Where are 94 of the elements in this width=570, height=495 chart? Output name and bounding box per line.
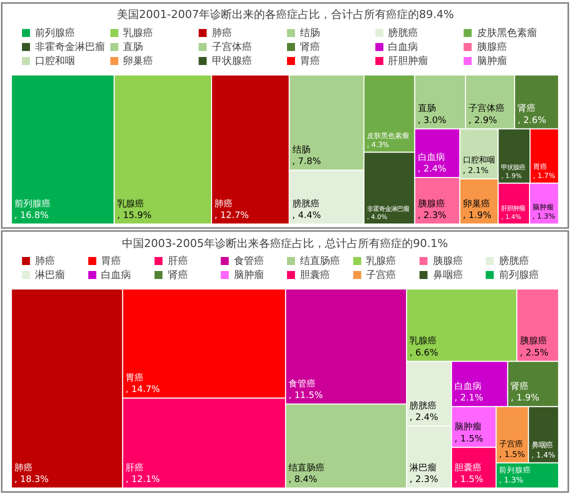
- category-label: 胆囊癌: [300, 270, 330, 281]
- category-label: 子宫体癌: [212, 42, 252, 53]
- category-label: 胰腺癌: [418, 198, 445, 210]
- category-label: 脑肿瘤: [477, 56, 507, 67]
- category-label: 肝癌: [126, 462, 144, 474]
- category-label: 甲状腺癌: [212, 56, 252, 67]
- data-label: , 1.4%: [531, 450, 556, 460]
- data-label: , 2.4%: [418, 164, 447, 174]
- category-label: 白血病: [454, 380, 482, 392]
- category-label: 膀胱癌: [388, 28, 418, 39]
- category-label: 肺癌: [212, 28, 232, 39]
- category-label: 淋巴瘤: [35, 270, 65, 281]
- category-label: 肾癌: [300, 42, 320, 53]
- category-label: 口腔和咽: [35, 56, 75, 67]
- category-label: 直肠: [418, 103, 436, 114]
- category-label: 乳腺癌: [117, 198, 144, 210]
- category-label: 卵巢癌: [123, 56, 153, 67]
- category-label: 食管癌: [234, 256, 264, 267]
- category-label: 子宫体癌: [468, 103, 505, 114]
- data-label: , 12.7%: [214, 211, 250, 221]
- data-label: , 15.9%: [117, 211, 152, 221]
- category-label: 脑肿瘤: [234, 270, 264, 281]
- category-label: 口腔和咽: [462, 154, 495, 165]
- data-label: , 12.1%: [126, 475, 160, 485]
- data-label: , 4.4%: [292, 211, 322, 221]
- data-label: , 2.4%: [410, 413, 439, 424]
- category-label: 前列腺癌: [499, 270, 539, 281]
- data-label: , 1.9%: [462, 211, 492, 221]
- category-label: 膀胱癌: [292, 198, 320, 210]
- category-label: 乳腺癌: [410, 336, 437, 347]
- category-label: 白血病: [418, 152, 445, 163]
- category-label: 非霍奇金淋巴瘤: [35, 42, 105, 53]
- category-label: 白血病: [388, 42, 418, 53]
- data-label: , 1.9%: [510, 394, 540, 404]
- category-label: 皮肤黑色素瘤: [477, 28, 537, 39]
- category-label: 前列腺癌: [499, 466, 532, 475]
- category-label: 前列腺癌: [35, 28, 75, 39]
- category-label: 胃癌: [126, 372, 144, 384]
- category-label: 肾癌: [168, 270, 188, 281]
- category-label: 前列腺癌: [14, 198, 50, 210]
- category-label: 肝癌: [168, 256, 188, 267]
- data-label: , 1.5%: [454, 434, 484, 444]
- data-label: , 11.5%: [288, 391, 324, 401]
- text: 中国2003-2005年诊断出来各癌症占比，总计占所有癌症的90.1%: [122, 237, 448, 250]
- category-label: 肺癌: [14, 462, 32, 474]
- category-label: 肺癌: [214, 198, 233, 210]
- category-label: 乳腺癌: [123, 28, 153, 39]
- category-label: 鼻咽癌: [531, 440, 552, 450]
- category-label: 胆囊癌: [454, 462, 482, 474]
- category-label: 胃癌: [300, 56, 320, 67]
- data-label: , 14.7%: [126, 385, 160, 396]
- category-label: 胰腺癌: [477, 42, 507, 53]
- data-label: , 1.5%: [499, 449, 526, 460]
- category-label: 胰腺癌: [433, 256, 463, 267]
- category-label: 膀胱癌: [410, 400, 437, 412]
- category-label: 脑肿瘤: [532, 202, 554, 212]
- category-label: 子宫癌: [366, 270, 396, 281]
- category-label: 脑肿瘤: [454, 422, 482, 433]
- data-label: , 1.3%: [499, 475, 524, 484]
- data-label: , 2.1%: [462, 165, 489, 176]
- category-label: 直肠: [123, 42, 143, 53]
- data-label: , 1.3%: [532, 212, 556, 221]
- text: 美国2001-2007年诊断出来的各癌症占比，合计占所有癌症的89.4%: [117, 8, 454, 21]
- data-label: , 18.3%: [14, 475, 50, 485]
- data-label: , 6.6%: [410, 348, 439, 358]
- category-label: 食管癌: [288, 378, 316, 390]
- category-label: 肾癌: [518, 103, 536, 114]
- data-label: , 16.8%: [14, 211, 50, 221]
- category-label: 肺癌: [35, 256, 55, 267]
- data-label: , 2.5%: [520, 348, 549, 358]
- data-label: , 7.8%: [292, 157, 322, 168]
- data-label: , 2.1%: [454, 394, 484, 404]
- category-label: 子宫癌: [499, 438, 524, 448]
- category-label: 结肠: [292, 144, 310, 156]
- data-label: , 2.3%: [418, 211, 447, 221]
- category-label: 结直肠癌: [288, 462, 325, 474]
- category-label: 卵巢癌: [462, 198, 490, 210]
- data-label: , 2.9%: [468, 116, 498, 126]
- category-label: 鼻咽癌: [433, 270, 463, 281]
- category-label: 乳腺癌: [366, 256, 396, 267]
- data-label: , 2.6%: [518, 116, 547, 126]
- category-label: 胰腺癌: [520, 336, 547, 347]
- category-label: 肝胆肿瘤: [388, 56, 428, 67]
- category-label: 结肠: [300, 28, 320, 39]
- data-label: , 2.3%: [410, 475, 439, 485]
- category-label: 胃癌: [101, 256, 121, 267]
- category-label: 膀胱癌: [499, 256, 529, 267]
- data-label: , 1.5%: [454, 475, 484, 485]
- data-label: , 8.4%: [288, 475, 318, 485]
- category-label: 结直肠癌: [300, 256, 340, 267]
- category-label: 白血病: [101, 270, 131, 281]
- category-label: 淋巴瘤: [410, 462, 437, 474]
- data-label: , 3.0%: [418, 116, 447, 126]
- category-label: 肾癌: [510, 380, 529, 392]
